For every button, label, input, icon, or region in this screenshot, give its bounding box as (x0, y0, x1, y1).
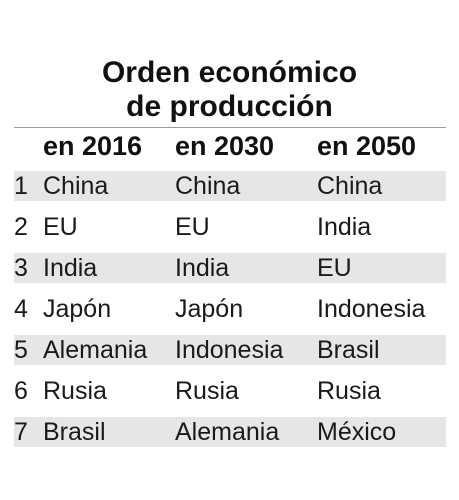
title-line-1: Orden económico (101, 56, 358, 89)
column-header-2016: en 2016 (43, 131, 143, 161)
header-divider (14, 127, 446, 128)
cell-2050: China (317, 172, 383, 200)
cell-2030: Rusia (175, 377, 239, 405)
table-row: 5 Alemania Indonesia Brasil (14, 335, 446, 365)
table-row: 7 Brasil Alemania México (14, 417, 446, 447)
rank-number: 4 (14, 295, 28, 323)
cell-2050: Brasil (317, 336, 380, 364)
rank-number: 3 (14, 254, 28, 282)
cell-2050: EU (317, 254, 352, 282)
cell-2050: México (317, 418, 397, 446)
table-row: 2 EU EU India (14, 212, 446, 242)
cell-2030: Japón (175, 295, 244, 323)
cell-2016: Alemania (43, 336, 148, 364)
cell-2016: China (43, 172, 109, 200)
rank-number: 5 (14, 336, 28, 364)
cell-2030: EU (175, 213, 210, 241)
cell-2050: Indonesia (317, 295, 426, 323)
rank-number: 1 (14, 172, 28, 200)
cell-2050: India (317, 213, 372, 241)
table-title: Orden económico de producción (0, 56, 459, 124)
table-row: 3 India India EU (14, 253, 446, 283)
title-line-2: de producción (126, 90, 333, 123)
cell-2016: Rusia (43, 377, 107, 405)
table-row: 1 China China China (14, 171, 446, 201)
rank-number: 2 (14, 213, 28, 241)
cell-2016: Brasil (43, 418, 106, 446)
table-row: 6 Rusia Rusia Rusia (14, 376, 446, 406)
cell-2030: Indonesia (175, 336, 284, 364)
cell-2016: EU (43, 213, 78, 241)
cell-2030: China (175, 172, 241, 200)
cell-2016: India (43, 254, 98, 282)
cell-2050: Rusia (317, 377, 381, 405)
rank-number: 6 (14, 377, 28, 405)
cell-2030: Alemania (175, 418, 280, 446)
table-row: 4 Japón Japón Indonesia (14, 294, 446, 324)
rank-number: 7 (14, 418, 28, 446)
cell-2016: Japón (43, 295, 112, 323)
cell-2030: India (175, 254, 230, 282)
column-header-2030: en 2030 (175, 131, 275, 161)
column-header-2050: en 2050 (317, 131, 417, 161)
column-header-row: en 2016 en 2030 en 2050 (0, 127, 459, 165)
